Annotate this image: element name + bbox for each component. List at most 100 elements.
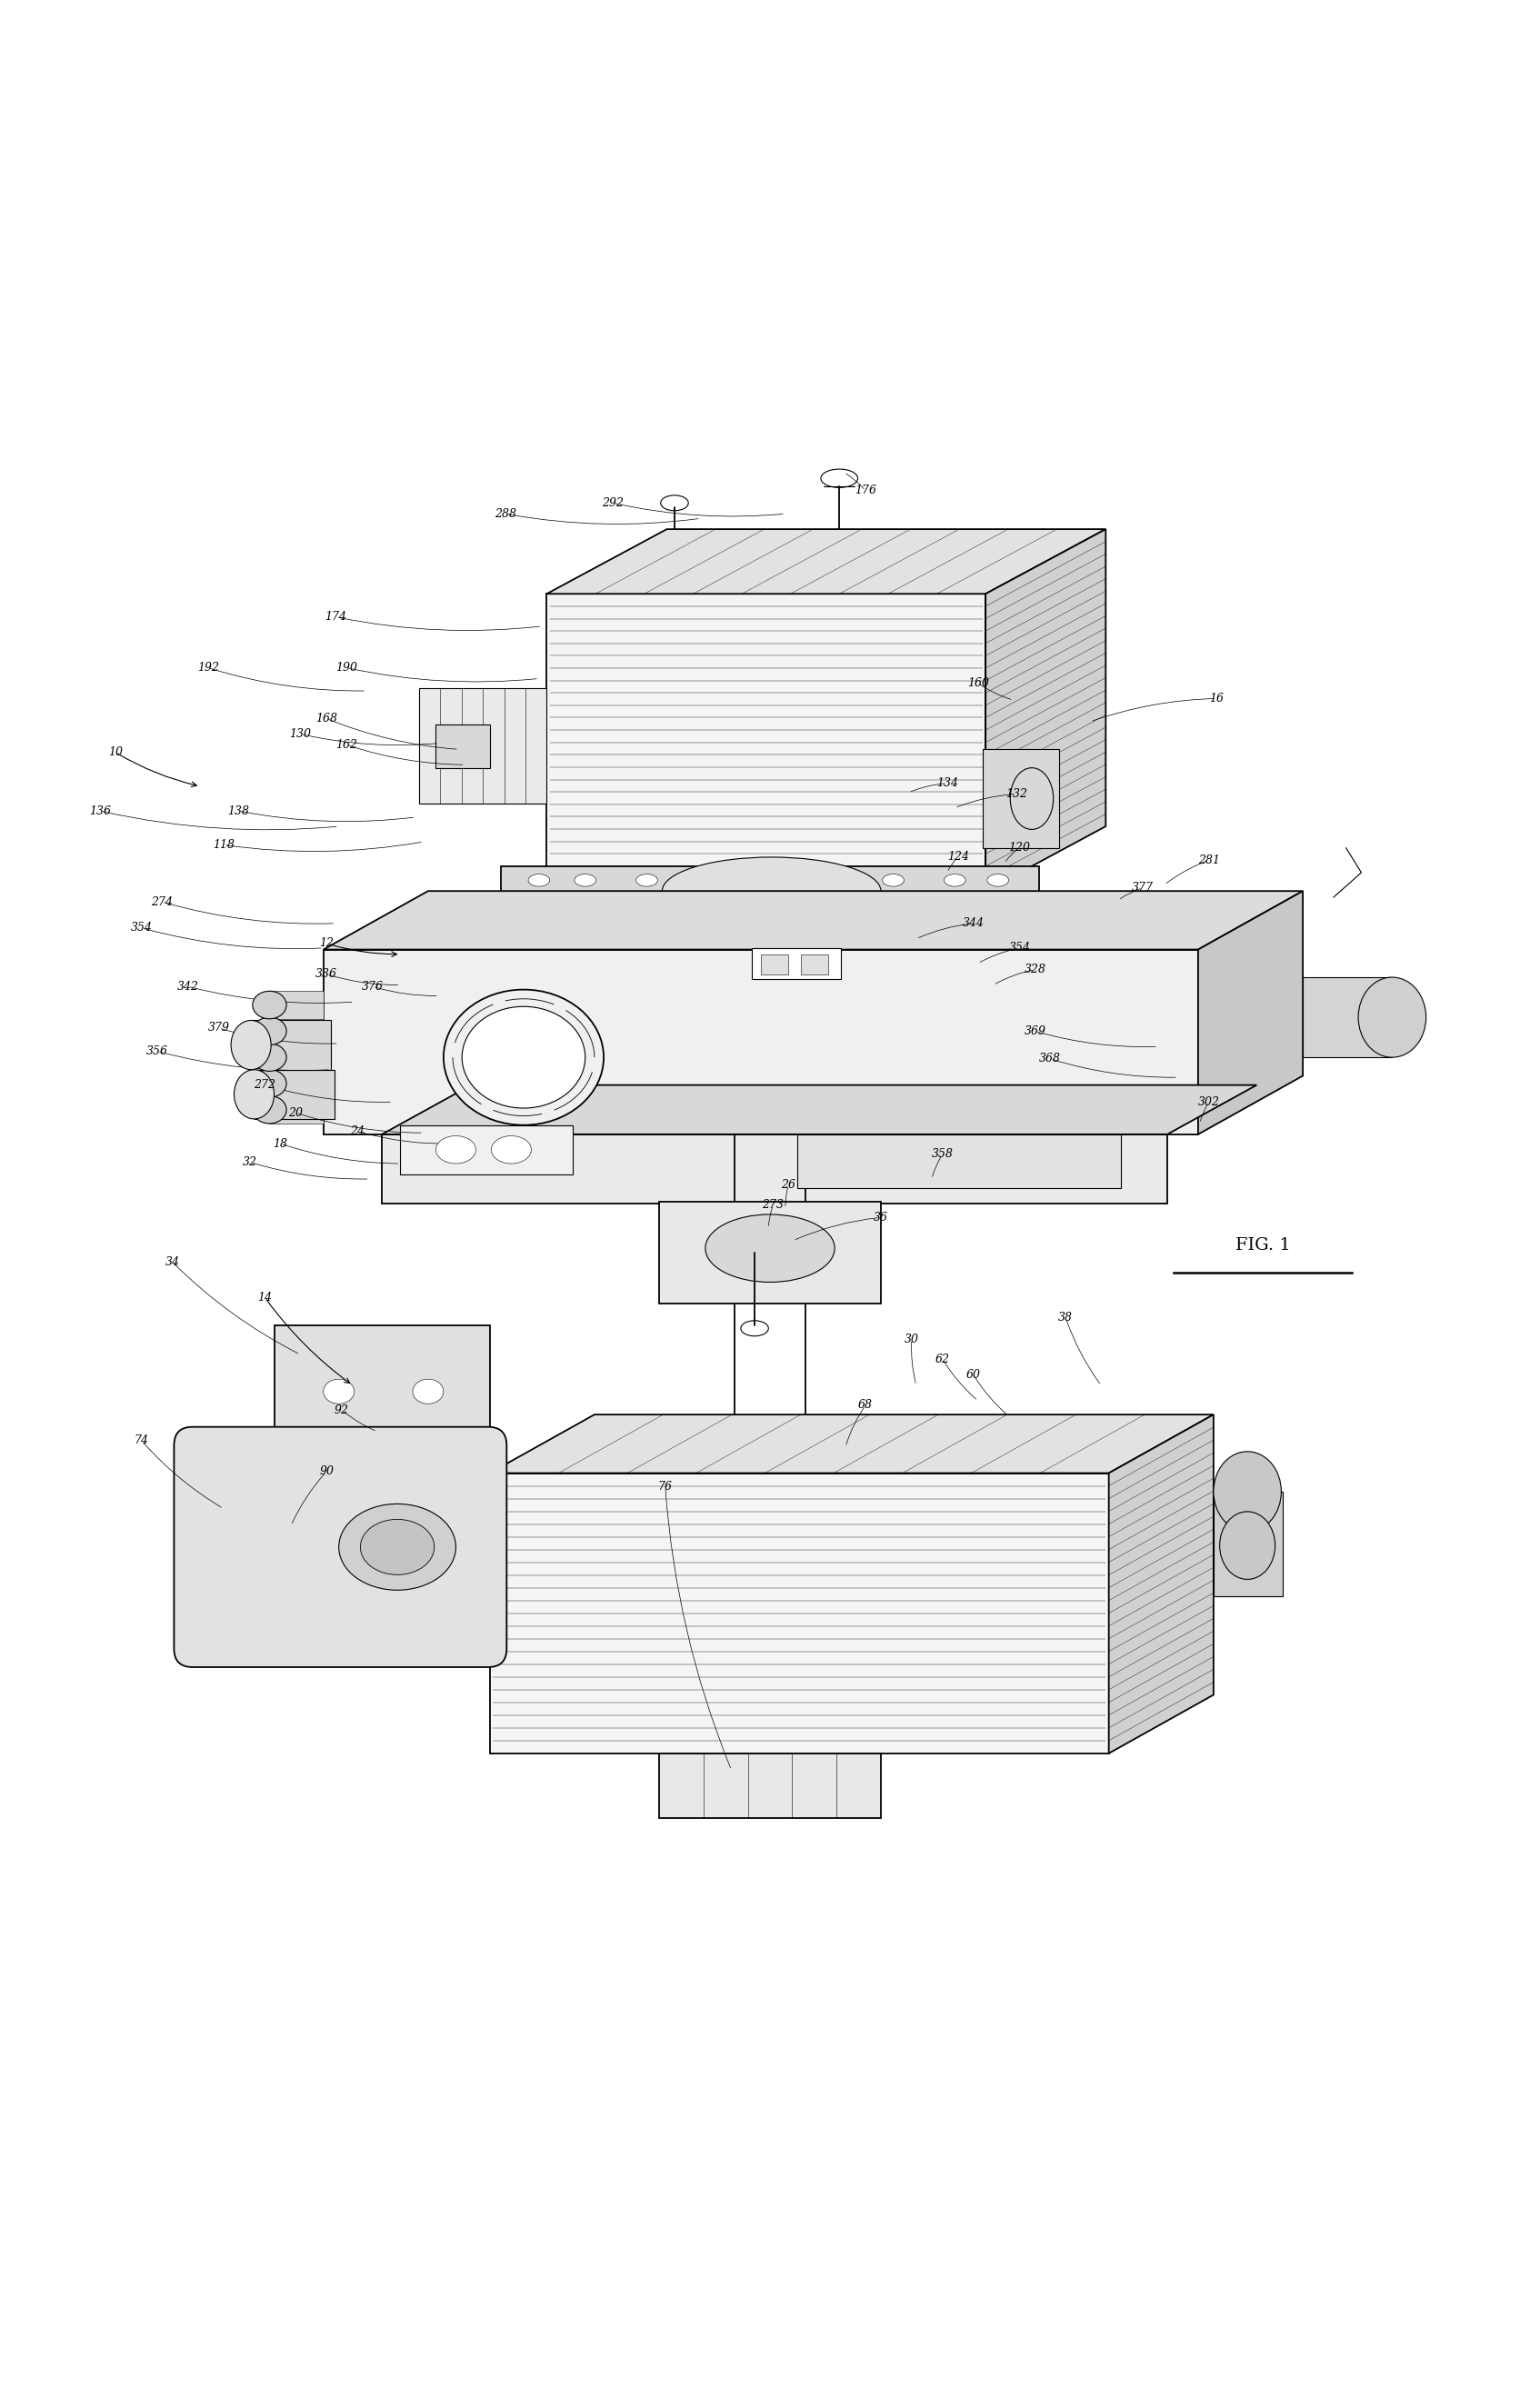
Text: 160: 160 [967, 676, 989, 688]
Ellipse shape [1358, 978, 1426, 1058]
Text: 356: 356 [146, 1046, 168, 1058]
Ellipse shape [253, 1096, 286, 1125]
Text: 176: 176 [855, 484, 876, 496]
Polygon shape [490, 1472, 1109, 1753]
Text: 32: 32 [242, 1156, 257, 1168]
Text: 134: 134 [936, 777, 958, 789]
Ellipse shape [253, 1043, 286, 1072]
Text: FIG. 1: FIG. 1 [1235, 1237, 1291, 1254]
Polygon shape [547, 530, 1106, 595]
Polygon shape [274, 1326, 490, 1463]
Text: 120: 120 [1009, 842, 1030, 854]
Polygon shape [251, 1022, 331, 1070]
Ellipse shape [705, 1213, 835, 1283]
Text: 273: 273 [762, 1199, 784, 1211]
Text: 68: 68 [858, 1400, 873, 1412]
Text: 14: 14 [257, 1293, 273, 1305]
Text: 274: 274 [151, 897, 172, 909]
Ellipse shape [821, 875, 842, 887]
Text: 136: 136 [89, 806, 111, 818]
Text: 118: 118 [213, 839, 234, 851]
Ellipse shape [436, 1137, 476, 1163]
Text: 288: 288 [494, 508, 516, 520]
Ellipse shape [253, 1070, 286, 1098]
Polygon shape [490, 1415, 1214, 1472]
Polygon shape [305, 1441, 459, 1504]
Text: 192: 192 [197, 662, 219, 674]
Text: 336: 336 [316, 969, 337, 981]
Text: 18: 18 [273, 1137, 288, 1149]
Ellipse shape [987, 875, 1009, 887]
Bar [1214, 1492, 1283, 1597]
Ellipse shape [253, 1017, 286, 1046]
Polygon shape [983, 748, 1060, 849]
Bar [801, 954, 829, 974]
Text: 16: 16 [1209, 693, 1224, 705]
Text: 138: 138 [228, 806, 249, 818]
Text: 344: 344 [962, 918, 984, 930]
Ellipse shape [944, 875, 966, 887]
Text: 36: 36 [873, 1211, 889, 1223]
Polygon shape [382, 1134, 1167, 1204]
Ellipse shape [1220, 1511, 1275, 1580]
Text: 369: 369 [1024, 1026, 1046, 1036]
Text: 10: 10 [108, 746, 123, 758]
Text: 292: 292 [602, 496, 624, 508]
Text: 162: 162 [336, 739, 357, 751]
Ellipse shape [360, 1520, 434, 1575]
Text: 377: 377 [1132, 882, 1153, 894]
Text: 130: 130 [290, 729, 311, 741]
Text: 368: 368 [1040, 1053, 1061, 1065]
Text: 358: 358 [932, 1149, 953, 1161]
Polygon shape [323, 950, 1198, 1134]
Text: 90: 90 [319, 1465, 334, 1477]
Text: 26: 26 [781, 1180, 796, 1192]
Bar [659, 1753, 881, 1818]
Text: 281: 281 [1198, 854, 1220, 866]
Ellipse shape [323, 1379, 354, 1403]
Text: 174: 174 [325, 611, 346, 623]
Text: 12: 12 [319, 938, 334, 950]
Ellipse shape [662, 964, 881, 1034]
Ellipse shape [882, 875, 904, 887]
Polygon shape [659, 1201, 881, 1305]
Text: 34: 34 [165, 1257, 180, 1269]
Ellipse shape [234, 1070, 274, 1120]
Polygon shape [501, 866, 1040, 894]
Ellipse shape [636, 875, 658, 887]
Text: 354: 354 [1009, 942, 1030, 954]
Text: 60: 60 [966, 1369, 981, 1381]
Text: 132: 132 [1006, 789, 1027, 801]
Text: 74: 74 [134, 1434, 149, 1446]
Ellipse shape [1214, 1451, 1281, 1532]
Polygon shape [436, 724, 490, 767]
Text: 24: 24 [350, 1125, 365, 1137]
Text: 92: 92 [334, 1405, 350, 1415]
Text: 376: 376 [362, 981, 383, 993]
Text: 302: 302 [1198, 1096, 1220, 1108]
Polygon shape [1198, 892, 1303, 1134]
Ellipse shape [491, 1137, 531, 1163]
Ellipse shape [253, 990, 286, 1019]
Text: 20: 20 [288, 1108, 303, 1120]
Bar [798, 1134, 1121, 1189]
Ellipse shape [574, 875, 596, 887]
Bar [761, 954, 788, 974]
Polygon shape [662, 892, 881, 1000]
Ellipse shape [528, 875, 550, 887]
Polygon shape [986, 530, 1106, 892]
Ellipse shape [413, 1379, 444, 1403]
Polygon shape [419, 688, 547, 803]
Ellipse shape [462, 1007, 585, 1108]
Polygon shape [270, 990, 323, 1019]
Text: 168: 168 [316, 712, 337, 724]
Bar [400, 1125, 573, 1175]
Polygon shape [270, 1096, 323, 1125]
Text: 124: 124 [947, 851, 969, 863]
Ellipse shape [662, 856, 881, 926]
Polygon shape [323, 892, 1303, 950]
Polygon shape [1109, 1415, 1214, 1753]
Polygon shape [254, 1070, 334, 1120]
Bar [1303, 978, 1392, 1058]
Ellipse shape [698, 875, 719, 887]
